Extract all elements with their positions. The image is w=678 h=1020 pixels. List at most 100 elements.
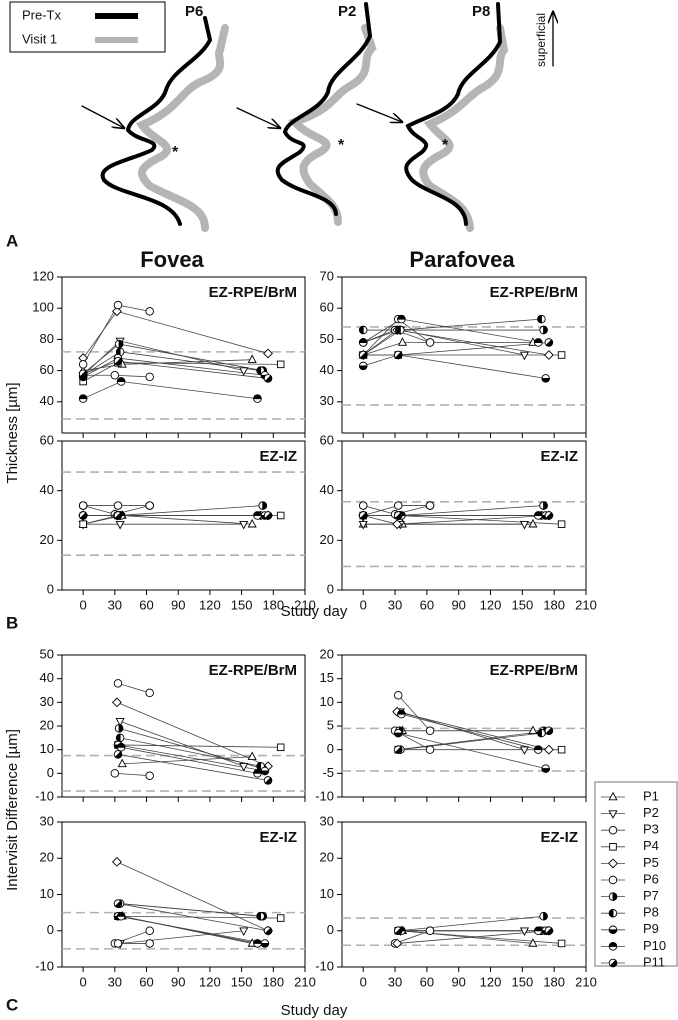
data-marker bbox=[519, 351, 530, 361]
marker-shape bbox=[276, 360, 285, 369]
y-tick-label: 15 bbox=[320, 670, 334, 685]
data-marker bbox=[247, 751, 257, 761]
data-marker bbox=[608, 958, 618, 968]
marker-shape bbox=[608, 929, 618, 935]
series-line bbox=[121, 915, 258, 944]
data-marker bbox=[116, 377, 126, 386]
profile bbox=[356, 2, 509, 232]
data-marker bbox=[276, 743, 285, 752]
marker-shape bbox=[534, 926, 543, 932]
y-tick-label: 30 bbox=[320, 813, 334, 828]
x-tick-label: 150 bbox=[511, 974, 533, 989]
marker-shape bbox=[115, 520, 125, 530]
data-marker bbox=[425, 338, 435, 347]
x-tick-label: 60 bbox=[420, 597, 434, 612]
data-marker bbox=[519, 927, 530, 937]
series-line bbox=[363, 354, 546, 379]
marker-shape bbox=[425, 926, 435, 936]
data-marker bbox=[117, 758, 127, 768]
data-marker bbox=[544, 726, 554, 735]
series-line bbox=[363, 505, 544, 516]
series-line bbox=[121, 746, 258, 774]
data-marker bbox=[425, 501, 435, 510]
marker-shape bbox=[247, 354, 257, 363]
data-marker bbox=[392, 938, 403, 949]
data-marker bbox=[114, 724, 124, 733]
data-marker bbox=[260, 939, 270, 948]
marker-shape bbox=[543, 350, 554, 360]
y-tick-label: 40 bbox=[320, 362, 334, 377]
x-tick-label: 60 bbox=[139, 597, 153, 612]
data-marker bbox=[608, 791, 618, 801]
marker-shape bbox=[528, 938, 538, 947]
series-line bbox=[120, 903, 261, 917]
data-marker bbox=[253, 394, 262, 403]
marker-shape bbox=[110, 769, 120, 778]
y-tick-label: 0 bbox=[47, 581, 54, 596]
marker-shape bbox=[260, 942, 270, 948]
marker-shape bbox=[113, 501, 123, 510]
data-marker bbox=[393, 745, 403, 754]
series-line bbox=[362, 318, 431, 356]
marker-shape bbox=[253, 511, 262, 516]
marker-shape bbox=[534, 338, 543, 343]
data-marker bbox=[519, 746, 530, 755]
series-line bbox=[363, 342, 533, 356]
data-marker bbox=[541, 374, 550, 383]
marker-shape bbox=[608, 791, 618, 801]
x-tick-label: 30 bbox=[108, 974, 122, 989]
y-tick-label: 40 bbox=[40, 482, 54, 497]
marker-shape bbox=[112, 306, 122, 317]
data-marker bbox=[397, 709, 406, 719]
marker-shape bbox=[253, 939, 262, 944]
y-tick-label: 20 bbox=[320, 646, 334, 661]
panel-letter: A bbox=[6, 231, 18, 250]
marker-shape bbox=[358, 325, 364, 335]
data-marker bbox=[253, 769, 262, 778]
data-marker bbox=[110, 371, 120, 380]
data-marker bbox=[539, 501, 548, 510]
x-tick-label: 30 bbox=[388, 974, 402, 989]
marker-shape bbox=[247, 751, 257, 761]
marker-shape bbox=[79, 370, 88, 378]
panel-title: EZ-IZ bbox=[541, 829, 579, 846]
marker-shape bbox=[543, 501, 548, 510]
marker-shape bbox=[116, 743, 126, 748]
x-tick-label: 210 bbox=[294, 974, 316, 989]
legend-label: P5 bbox=[643, 855, 659, 870]
data-marker bbox=[425, 745, 435, 754]
marker-shape bbox=[112, 697, 122, 708]
data-marker bbox=[247, 354, 257, 363]
data-marker bbox=[539, 325, 548, 335]
marker-shape bbox=[145, 501, 154, 510]
marker-shape bbox=[397, 337, 408, 346]
panel-title: EZ-IZ bbox=[260, 448, 298, 465]
series-line bbox=[117, 903, 269, 932]
data-marker bbox=[247, 518, 257, 528]
series-line bbox=[117, 744, 281, 748]
marker-shape bbox=[392, 938, 403, 949]
data-marker bbox=[608, 908, 618, 918]
marker-shape bbox=[557, 939, 566, 948]
data-marker bbox=[528, 725, 538, 734]
x-tick-label: 120 bbox=[480, 974, 502, 989]
data-marker bbox=[78, 360, 88, 369]
marker-shape bbox=[113, 679, 123, 688]
x-tick-label: 0 bbox=[360, 974, 367, 989]
marker-shape bbox=[78, 360, 88, 369]
data-marker bbox=[263, 776, 273, 785]
marker-shape bbox=[239, 520, 249, 530]
data-marker bbox=[534, 511, 543, 520]
data-marker bbox=[115, 520, 125, 530]
y-tick-label: 50 bbox=[320, 331, 334, 346]
series-line bbox=[82, 381, 258, 400]
data-marker bbox=[114, 339, 124, 349]
marker-shape bbox=[256, 911, 262, 921]
profile bbox=[236, 2, 377, 226]
data-marker bbox=[145, 688, 154, 698]
data-marker bbox=[115, 718, 125, 727]
marker-shape bbox=[117, 758, 127, 768]
y-tick-label: 80 bbox=[40, 331, 54, 346]
marker-shape bbox=[519, 520, 530, 530]
marker-shape bbox=[545, 927, 554, 935]
